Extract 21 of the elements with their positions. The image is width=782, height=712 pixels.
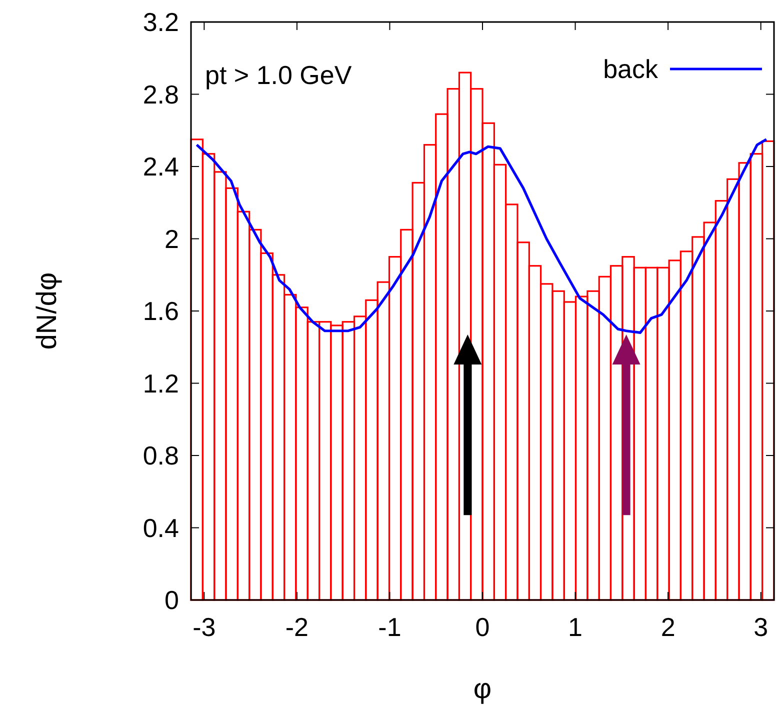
y-tick-label: 2.4: [142, 152, 179, 182]
line-series: [195, 138, 768, 334]
x-tick-label: 2: [660, 612, 676, 642]
y-tick-label: 0: [164, 585, 179, 615]
x-tick-label: 1: [568, 612, 583, 642]
legend-label: back: [603, 54, 659, 84]
y-tick-label: 3.2: [142, 7, 179, 37]
annotation: pt > 1.0 GeV: [205, 60, 352, 90]
y-axis-title: dN/dφ: [31, 272, 62, 350]
x-tick-label: 3: [754, 612, 768, 642]
y-tick-label: 2.8: [142, 79, 179, 110]
x-tick-label: -2: [285, 612, 309, 642]
x-tick-label: 0: [475, 612, 490, 642]
x-axis-title: φ: [473, 673, 492, 704]
x-tick-label: -3: [192, 612, 216, 642]
y-tick-label: 2: [164, 224, 179, 254]
y-tick-label: 0.4: [142, 512, 179, 543]
y-tick-label: 0.8: [142, 440, 179, 470]
y-tick-label: 1.2: [142, 368, 179, 398]
y-tick-label: 1.6: [142, 296, 179, 326]
x-tick-label: -1: [378, 612, 402, 642]
